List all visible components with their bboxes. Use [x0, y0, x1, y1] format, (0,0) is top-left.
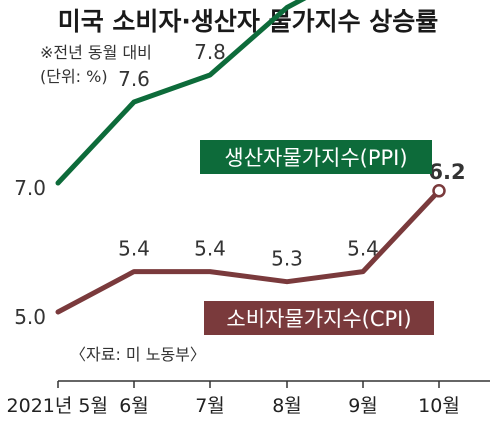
cpi-legend-box — [204, 301, 434, 335]
legend-layer: 생산자물가지수(PPI) 소비자물가지수(CPI) — [200, 140, 434, 335]
ppi-legend-label: 생산자물가지수(PPI) — [224, 146, 407, 170]
cpi-end-marker — [432, 184, 446, 198]
ppi-series-line — [55, 0, 307, 186]
x-tick-label: 2021년 5월 — [7, 395, 108, 417]
note-basis: ※전년 동월 대비 — [40, 43, 152, 62]
source-note: 〈자료: 미 노동부〉 — [70, 345, 206, 364]
ppi-data-label: 7.8 — [194, 40, 226, 64]
x-tick-label: 9월 — [348, 395, 378, 417]
x-tick-label: 7월 — [195, 395, 225, 417]
x-tick-label: 8월 — [272, 395, 302, 417]
ppi-legend-box — [200, 140, 432, 174]
cpi-data-label: 5.3 — [271, 247, 303, 271]
ppi-data-label: 7.0 — [14, 176, 46, 200]
cpi-data-label: 5.0 — [14, 305, 46, 329]
cpi-data-label: 5.4 — [194, 237, 226, 261]
note-unit: (단위: %) — [40, 67, 108, 86]
cpi-legend-label: 소비자물가지수(CPI) — [226, 307, 411, 331]
x-tick-label: 6월 — [119, 395, 149, 417]
x-tick-label: 10월 — [418, 395, 460, 417]
cpi-data-label: 5.4 — [118, 237, 150, 261]
chart-title: 미국 소비자·생산자 물가지수 상승률 — [58, 7, 439, 36]
series-layer: 7.07.67.88.38.68.65.05.45.45.35.46.2 — [14, 0, 466, 329]
cpi-data-label: 5.4 — [347, 237, 379, 261]
ppi-data-label: 7.6 — [118, 67, 150, 91]
cpi-series-line — [55, 188, 442, 315]
cpi-data-label: 6.2 — [428, 160, 465, 184]
x-axis-ticks: 2021년 5월 6월 7월 8월 9월 10월 — [7, 381, 460, 417]
